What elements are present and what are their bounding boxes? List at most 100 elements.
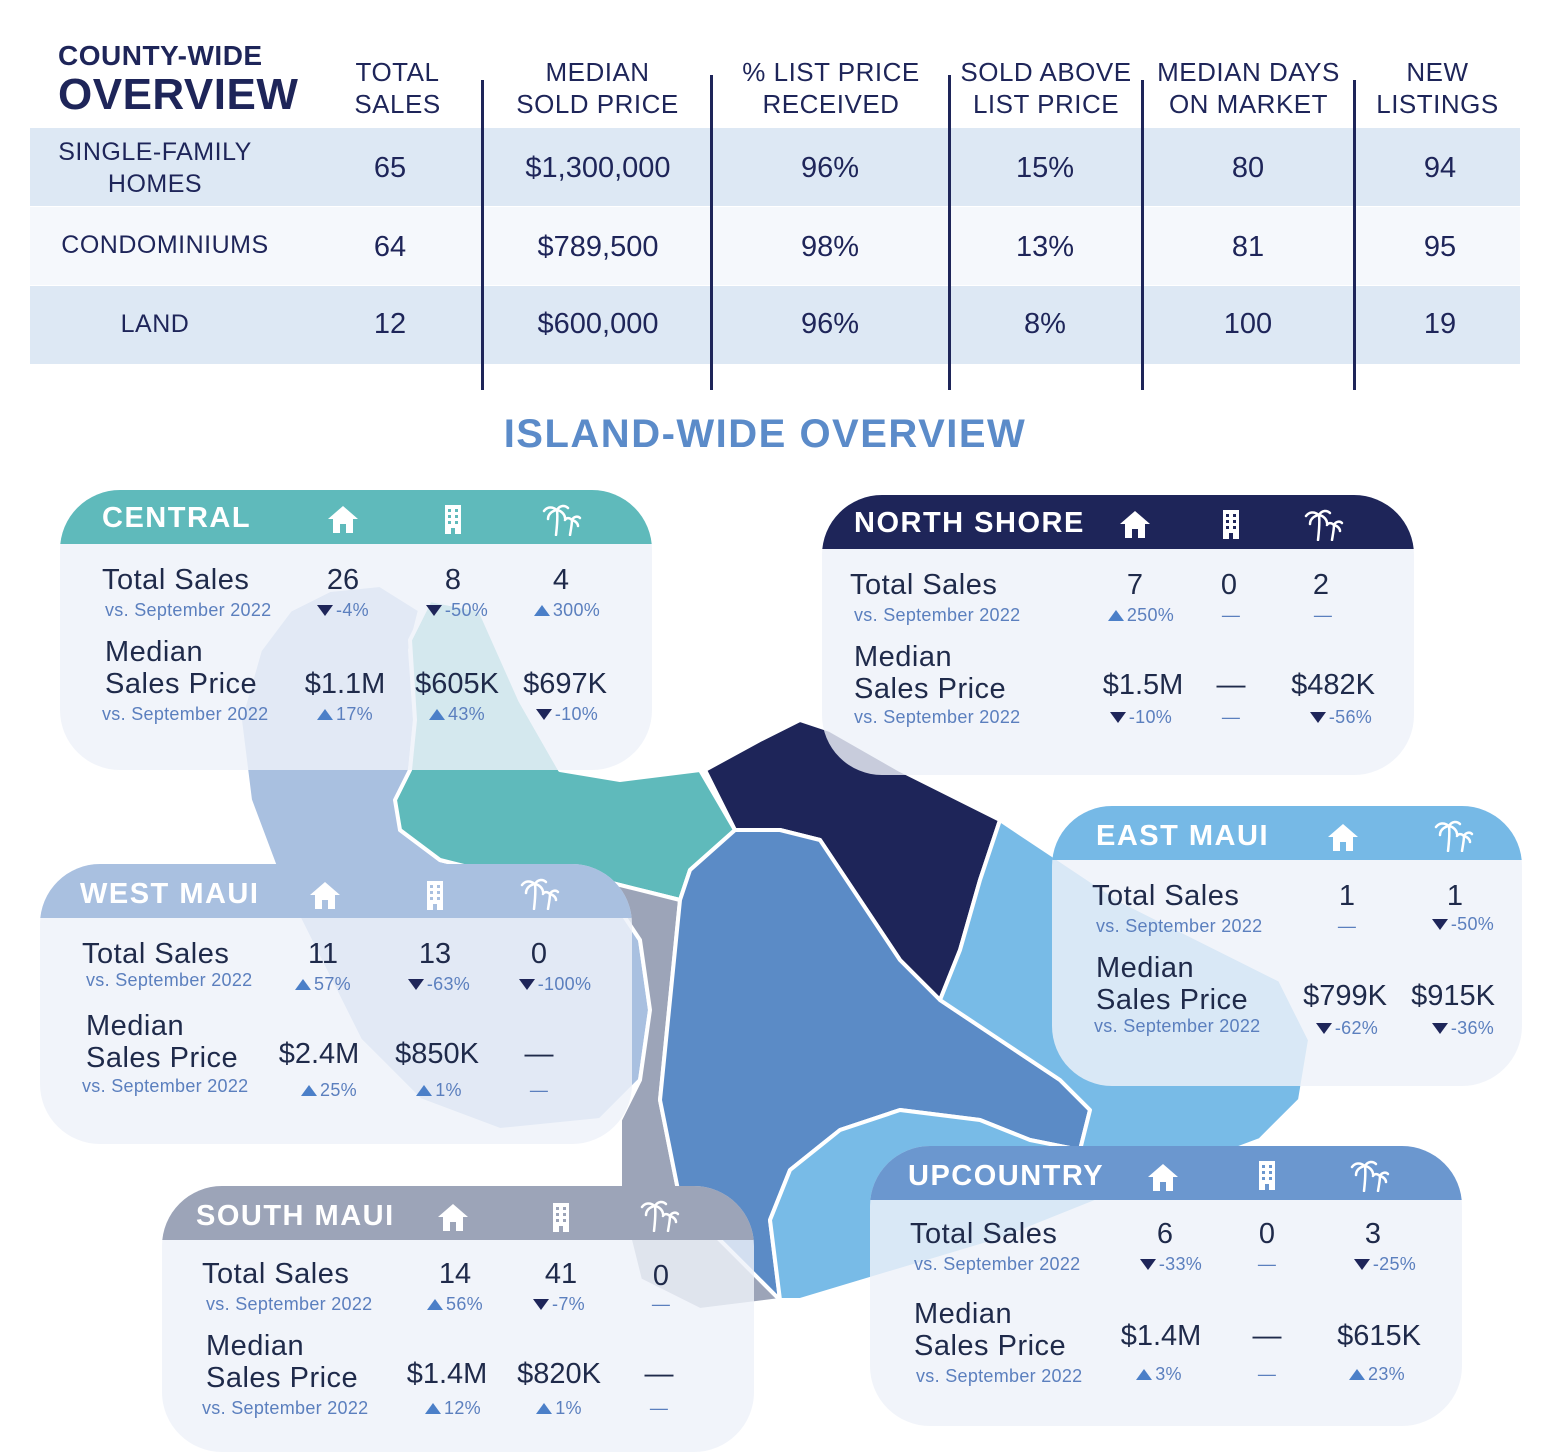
- cell: 19: [1423, 308, 1457, 340]
- price-homes: $2.4M: [278, 1038, 360, 1070]
- up-arrow-icon: [317, 704, 336, 724]
- sales-chg-homes: —: [1337, 916, 1357, 936]
- cell: 94: [1423, 152, 1457, 184]
- price-land: —: [524, 1038, 554, 1070]
- condo-building-icon: [445, 505, 461, 534]
- sales-chg-homes: 250%: [1086, 605, 1196, 626]
- vs-label: vs. September 2022: [82, 1076, 249, 1096]
- up-arrow-icon: [429, 704, 448, 724]
- vs-label: vs. September 2022: [86, 970, 253, 990]
- house-icon: [438, 1204, 468, 1231]
- total-sales-label: Total Sales: [202, 1258, 350, 1290]
- house-icon: [310, 882, 340, 909]
- sales-chg-condos: -63%: [384, 974, 494, 995]
- price-chg-condos: —: [1257, 1364, 1277, 1384]
- header-new-listings: NEW LISTINGS: [1376, 57, 1499, 119]
- sales-condos: 13: [418, 938, 452, 970]
- sales-homes: 26: [326, 564, 360, 596]
- cell: 12: [373, 308, 407, 340]
- header-total-sales: TOTAL SALES: [354, 57, 441, 119]
- up-arrow-icon: [1108, 605, 1127, 625]
- price-condos: —: [1216, 669, 1246, 701]
- row-label: LAND: [120, 310, 190, 338]
- sales-land: 3: [1364, 1218, 1382, 1250]
- header-median-sold-price: MEDIAN SOLD PRICE: [516, 57, 679, 119]
- price-chg-land: —: [649, 1398, 669, 1418]
- sales-chg-land: -50%: [1408, 914, 1518, 935]
- cell: 80: [1231, 152, 1265, 184]
- cell: 65: [373, 152, 407, 184]
- card-header: WEST MAUI: [40, 864, 632, 918]
- price-chg-condos: 1%: [504, 1398, 614, 1419]
- down-arrow-icon: [1354, 1254, 1373, 1274]
- sales-homes: 14: [438, 1258, 472, 1290]
- down-arrow-icon: [408, 974, 427, 994]
- column-divider: [1353, 80, 1356, 390]
- header-median-days: MEDIAN DAYS ON MARKET: [1157, 57, 1340, 119]
- sales-homes: 11: [307, 938, 339, 970]
- price-homes: $1.4M: [1120, 1320, 1202, 1352]
- palm-tree-land-icon: [640, 1200, 680, 1232]
- sales-chg-condos: -7%: [504, 1294, 614, 1315]
- up-arrow-icon: [534, 600, 553, 620]
- island-title: ISLAND-WIDE OVERVIEW: [503, 412, 1027, 456]
- condo-building-icon: [427, 881, 443, 910]
- price-land: $915K: [1411, 980, 1495, 1012]
- palm-tree-land-icon: [1434, 820, 1474, 852]
- table-row-single-family: SINGLE-FAMILY HOMES 65 $1,300,000 96% 15%…: [30, 128, 1520, 206]
- sales-condos: 0: [1220, 569, 1238, 601]
- price-chg-condos: —: [1221, 707, 1241, 727]
- sales-land: 1: [1446, 880, 1464, 912]
- region-name: CENTRAL: [102, 502, 252, 534]
- price-homes: $1.4M: [406, 1358, 488, 1390]
- price-chg-condos: 43%: [402, 704, 512, 725]
- down-arrow-icon: [1310, 707, 1329, 727]
- county-title-line2: OVERVIEW: [58, 70, 299, 119]
- palm-tree-land-icon: [1304, 509, 1344, 541]
- column-divider: [948, 75, 951, 390]
- vs-label: vs. September 2022: [206, 1294, 373, 1314]
- up-arrow-icon: [295, 974, 314, 994]
- total-sales-label: Total Sales: [910, 1218, 1058, 1250]
- median-label: Median Sales Price: [206, 1330, 359, 1394]
- down-arrow-icon: [519, 974, 538, 994]
- card-upcountry: UPCOUNTRY Total Sales vs. September 2022…: [870, 1146, 1462, 1426]
- price-condos: $850K: [395, 1038, 479, 1070]
- sales-condos: 8: [444, 564, 462, 596]
- sales-chg-condos: -50%: [402, 600, 512, 621]
- card-west-maui: WEST MAUI Total Sales vs. September 2022…: [40, 864, 632, 1144]
- vs-label: vs. September 2022: [102, 704, 269, 724]
- column-divider: [1141, 80, 1144, 390]
- condo-building-icon: [1259, 1161, 1275, 1190]
- total-sales-label: Total Sales: [102, 564, 250, 596]
- cell: 81: [1231, 231, 1265, 263]
- up-arrow-icon: [425, 1398, 444, 1418]
- region-name: SOUTH MAUI: [196, 1200, 395, 1232]
- card-south-maui: SOUTH MAUI Total Sales vs. September 202…: [162, 1186, 754, 1452]
- cell: $1,300,000: [525, 152, 671, 184]
- price-homes: $1.1M: [304, 668, 386, 700]
- down-arrow-icon: [536, 704, 555, 724]
- cell: 100: [1223, 308, 1273, 340]
- price-chg-homes: 17%: [290, 704, 400, 725]
- cell: 96%: [800, 308, 860, 340]
- median-label: Median Sales Price: [86, 1010, 239, 1074]
- sales-chg-homes: -33%: [1116, 1254, 1226, 1275]
- cell: 64: [373, 231, 407, 263]
- up-arrow-icon: [1349, 1364, 1368, 1384]
- cell: 15%: [1015, 152, 1075, 184]
- down-arrow-icon: [1432, 914, 1451, 934]
- cell: 13%: [1015, 231, 1075, 263]
- palm-tree-land-icon: [520, 878, 560, 910]
- region-name: NORTH SHORE: [854, 507, 1085, 539]
- price-land: $482K: [1291, 669, 1375, 701]
- table-row-land: LAND 12 $600,000 96% 8% 100 19: [30, 286, 1520, 364]
- total-sales-label: Total Sales: [82, 938, 230, 970]
- vs-label: vs. September 2022: [854, 605, 1021, 625]
- house-icon: [1148, 1164, 1178, 1191]
- price-chg-homes: 3%: [1104, 1364, 1214, 1385]
- cell: $600,000: [537, 308, 659, 340]
- price-chg-homes: -10%: [1086, 707, 1196, 728]
- vs-label: vs. September 2022: [1094, 1016, 1261, 1036]
- region-name: WEST MAUI: [80, 878, 260, 910]
